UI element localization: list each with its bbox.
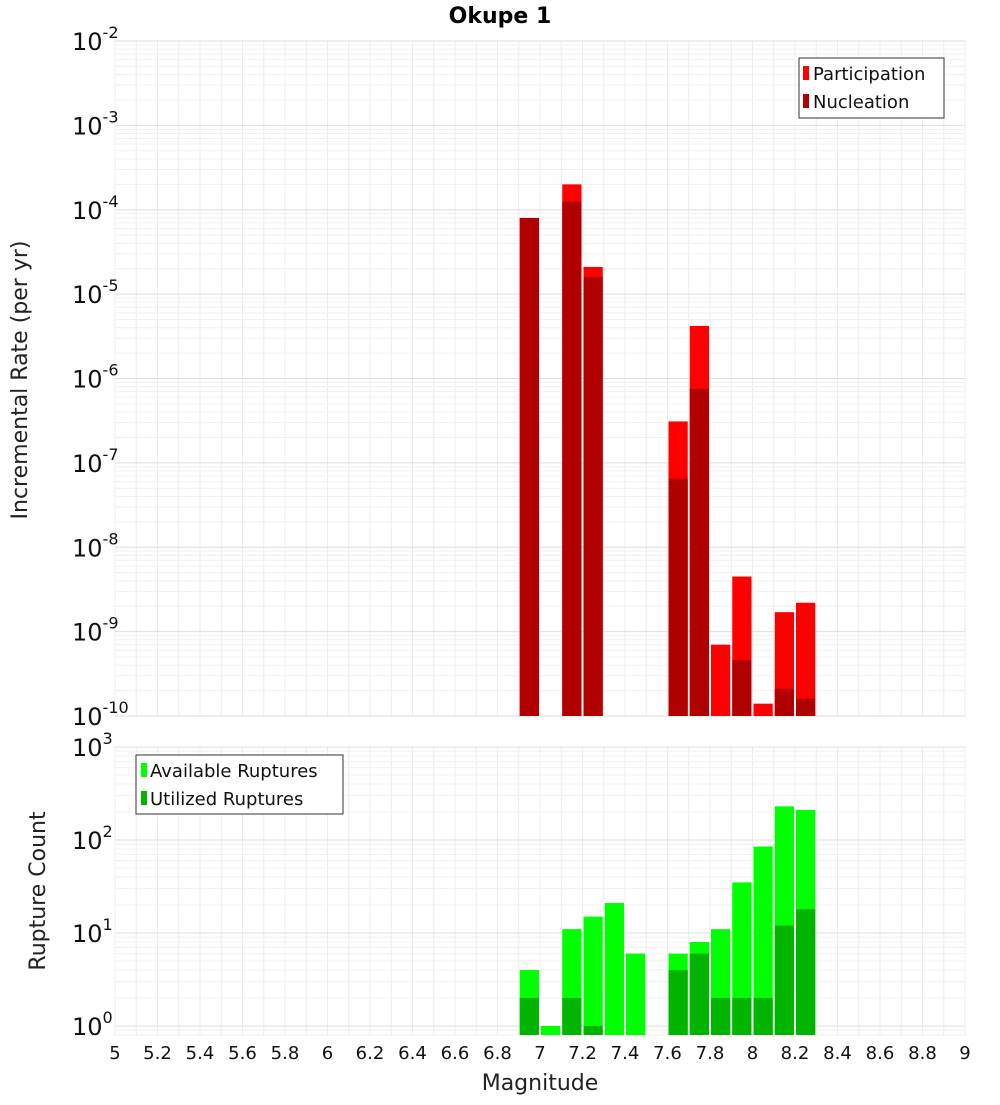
rate-bar-series2 xyxy=(774,688,794,716)
count-bar-series2 xyxy=(689,953,709,1035)
count-bar-series2 xyxy=(732,997,752,1035)
count-bar-series2 xyxy=(668,969,688,1035)
bottom-y-ticks: 103 102 101 100 xyxy=(72,729,113,1041)
y-tick-label: 100 xyxy=(72,1008,113,1041)
y-tick-label: 10-3 xyxy=(72,107,119,140)
x-tick-label: 8 xyxy=(747,1043,758,1064)
legend-label-available: Available Ruptures xyxy=(150,761,318,782)
rate-bar-series1 xyxy=(753,703,773,716)
bottom-legend-box xyxy=(135,754,344,815)
bottom-y-axis-label: Rupture Count xyxy=(26,811,51,971)
legend-swatch-utilized xyxy=(141,791,147,805)
rate-bar-series1 xyxy=(796,602,816,716)
rate-bar-series1 xyxy=(711,644,731,716)
x-tick-label: 5 xyxy=(109,1043,120,1064)
y-tick-label: 101 xyxy=(72,915,113,948)
count-bar-series1 xyxy=(583,916,603,1035)
count-bar-series1 xyxy=(541,1025,561,1035)
count-bar-series2 xyxy=(796,909,816,1035)
y-tick-label: 10-7 xyxy=(72,445,119,478)
x-tick-label: 8.2 xyxy=(781,1043,810,1064)
top-panel: 10-2 10-3 10-4 10-5 10-6 10-7 10-8 10-9 10-10 In… xyxy=(8,23,966,731)
count-bar-series2 xyxy=(774,925,794,1035)
bottom-bars xyxy=(519,806,816,1035)
legend-swatch-participation xyxy=(803,66,809,80)
chart-title: Okupe 1 xyxy=(449,4,552,29)
count-bar-series1 xyxy=(626,953,646,1035)
x-tick-label: 8.8 xyxy=(908,1043,937,1064)
bottom-legend: Available Ruptures Utilized Ruptures xyxy=(135,754,344,815)
x-tick-label: 6.6 xyxy=(441,1043,470,1064)
x-tick-label: 7 xyxy=(534,1043,545,1064)
x-tick-label: 7.2 xyxy=(568,1043,597,1064)
rate-bar-series2 xyxy=(562,201,582,716)
count-bar-series1 xyxy=(604,903,624,1035)
legend-label-nucleation: Nucleation xyxy=(813,92,909,113)
x-tick-label: 6.8 xyxy=(483,1043,512,1064)
rate-bar-series2 xyxy=(583,276,603,716)
count-bar-series1 xyxy=(732,882,752,1035)
y-tick-label: 10-10 xyxy=(72,698,129,731)
y-tick-label: 10-9 xyxy=(72,614,119,647)
count-bar-series2 xyxy=(711,997,731,1035)
y-tick-label: 10-8 xyxy=(72,529,119,562)
y-tick-label: 103 xyxy=(72,729,113,762)
y-tick-label: 102 xyxy=(72,822,113,855)
legend-swatch-nucleation xyxy=(803,94,809,108)
x-tick-label: 8.6 xyxy=(866,1043,895,1064)
rate-bar-series2 xyxy=(668,478,688,716)
legend-label-participation: Participation xyxy=(813,64,925,85)
bottom-panel: 103 102 101 100 5 5.2 5.4 5.6 5.8 6 6.2 6.4 6.6 6.8 7… xyxy=(26,729,971,1096)
y-tick-label: 10-2 xyxy=(72,23,119,56)
top-y-axis-label: Incremental Rate (per yr) xyxy=(8,241,33,520)
top-bars xyxy=(519,184,816,717)
x-tick-label: 5.8 xyxy=(271,1043,300,1064)
x-tick-label: 6.2 xyxy=(356,1043,385,1064)
top-gridlines xyxy=(114,40,966,717)
x-tick-label: 7.4 xyxy=(611,1043,640,1064)
y-tick-label: 10-4 xyxy=(72,192,119,225)
count-bar-series2 xyxy=(562,997,582,1035)
x-tick-label: 6 xyxy=(322,1043,333,1064)
top-legend-box xyxy=(798,57,945,119)
rate-bar-series2 xyxy=(689,389,709,716)
x-tick-label: 6.4 xyxy=(398,1043,427,1064)
top-legend: Participation Nucleation xyxy=(798,57,945,119)
x-tick-label: 8.4 xyxy=(823,1043,852,1064)
y-tick-label: 10-5 xyxy=(72,276,119,309)
legend-label-utilized: Utilized Ruptures xyxy=(150,789,303,810)
count-bar-series2 xyxy=(583,1025,603,1035)
x-tick-label: 7.6 xyxy=(653,1043,682,1064)
bottom-gridlines xyxy=(114,746,966,1036)
x-tick-label: 7.8 xyxy=(696,1043,725,1064)
x-tick-label: 5.2 xyxy=(143,1043,172,1064)
rate-bar-series2 xyxy=(796,698,816,716)
top-y-ticks: 10-2 10-3 10-4 10-5 10-6 10-7 10-8 10-9 10-10 xyxy=(72,23,129,731)
y-tick-label: 10-6 xyxy=(72,361,119,394)
x-tick-label: 9 xyxy=(959,1043,970,1064)
count-bar-series2 xyxy=(753,997,773,1035)
legend-swatch-available xyxy=(141,763,147,777)
rate-bar-series2 xyxy=(519,217,539,716)
x-axis-label: Magnitude xyxy=(482,1071,599,1096)
x-tick-label: 5.6 xyxy=(228,1043,257,1064)
x-tick-labels: 5 5.2 5.4 5.6 5.8 6 6.2 6.4 6.6 6.8 7 7.2 7.4 7.6 7.8 8… xyxy=(109,1043,970,1064)
count-bar-series1 xyxy=(753,846,773,1035)
x-tick-label: 5.4 xyxy=(186,1043,215,1064)
count-bar-series2 xyxy=(519,997,539,1035)
rate-bar-series2 xyxy=(732,660,752,716)
